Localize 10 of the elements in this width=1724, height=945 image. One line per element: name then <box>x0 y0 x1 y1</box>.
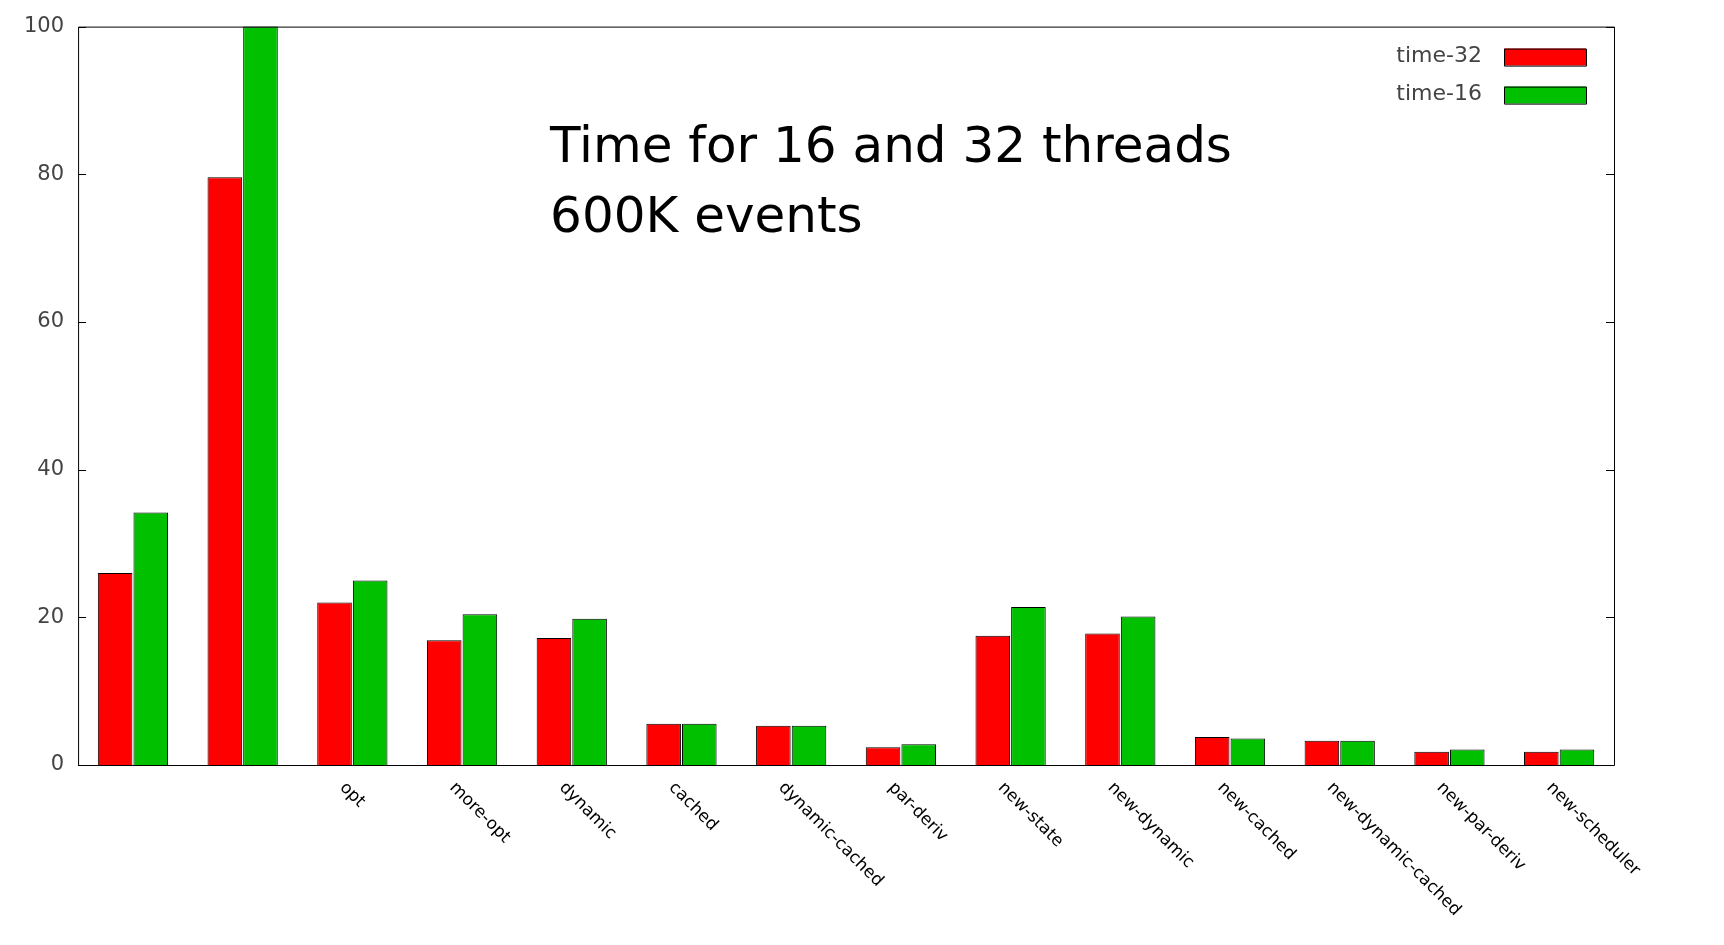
y-tick-label: 100 <box>23 13 65 38</box>
legend-label: time-32 <box>1396 42 1482 68</box>
x-tick-label: opt <box>336 776 371 811</box>
y-tick-label: 40 <box>37 456 65 481</box>
y-tick-label: 0 <box>50 751 65 776</box>
text: Time for 16 and 32 threads 600K events <box>549 115 1232 244</box>
y-tick-label: 20 <box>37 603 65 628</box>
legend-label: time-16 <box>1396 80 1482 106</box>
y-tick-label: 80 <box>37 160 65 185</box>
y-tick-label: 60 <box>37 308 65 333</box>
